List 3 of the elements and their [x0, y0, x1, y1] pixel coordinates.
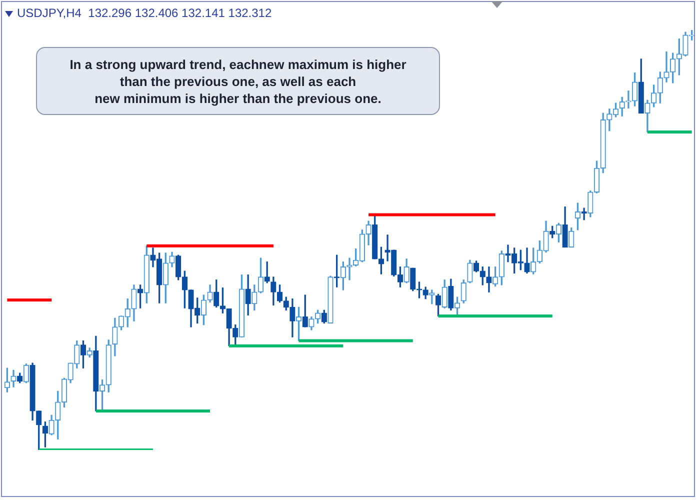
candlestick	[486, 266, 492, 292]
chart-title: USDJPY,H4 132.296 132.406 132.141 132.312	[17, 6, 272, 20]
candlestick	[581, 208, 587, 220]
